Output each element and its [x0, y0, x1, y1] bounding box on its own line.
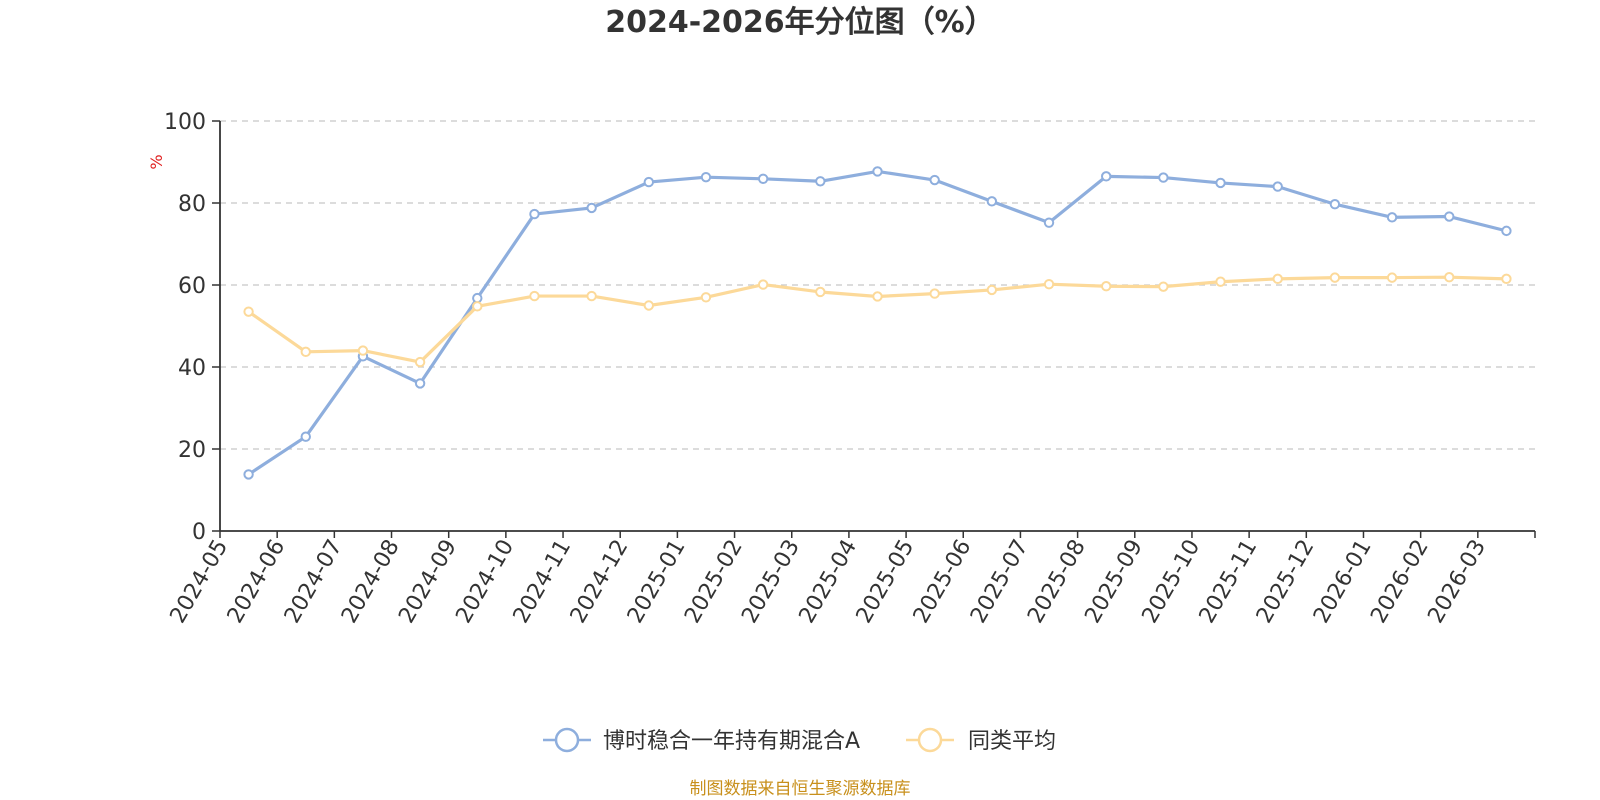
data-point [529, 208, 540, 220]
data-point [700, 171, 712, 183]
y-tick-label: 100 [164, 110, 206, 135]
data-point [815, 176, 826, 187]
legend-label: 博时稳合一年持有期混合A [603, 729, 860, 754]
data-point [472, 292, 483, 304]
data-point [1444, 211, 1455, 222]
data-point [986, 196, 998, 207]
data-point [1158, 172, 1169, 183]
data-point [986, 284, 998, 296]
data-point [472, 301, 483, 312]
data-point [1501, 273, 1512, 285]
legend: 博时稳合一年持有期混合A 同类平均 [543, 727, 1056, 754]
series-1 [243, 166, 1512, 480]
data-point [243, 469, 254, 480]
data-point [643, 300, 655, 311]
data-point [872, 291, 883, 302]
data-point [357, 345, 369, 356]
series-line [247, 275, 1507, 364]
y-tick-label: 60 [178, 274, 206, 299]
data-point [586, 290, 597, 302]
y-tick-label: 20 [178, 438, 206, 463]
data-point [414, 378, 426, 389]
data-point [1158, 281, 1169, 292]
data-point [243, 306, 254, 317]
legend-marker [917, 727, 943, 753]
legend-item-1: 博时稳合一年持有期混合A [543, 727, 860, 754]
data-point [1386, 272, 1398, 283]
y-axis-unit-label: % [147, 154, 166, 169]
data-point [1329, 272, 1341, 283]
data-point [414, 356, 426, 368]
data-point [1043, 217, 1055, 228]
legend-item-2: 同类平均 [906, 727, 1056, 754]
data-point [1386, 212, 1398, 223]
x-axis-ticks: 2024-052024-062024-072024-082024-092024-… [166, 531, 1536, 628]
data-point [300, 346, 311, 358]
data-point [757, 173, 769, 185]
data-point [586, 202, 597, 214]
axes [219, 121, 1535, 532]
chart-title: 2024-2026年分位图（%） [605, 5, 995, 40]
data-point [757, 279, 769, 290]
data-point [700, 292, 712, 303]
y-tick-label: 40 [178, 356, 206, 381]
data-point [1100, 281, 1112, 292]
data-point [529, 290, 540, 302]
y-tick-label: 0 [192, 520, 206, 545]
data-point [1215, 276, 1226, 287]
y-axis-ticks: 0 20 40 60 80 100 [164, 110, 220, 545]
series-2 [243, 272, 1512, 368]
data-point [872, 166, 883, 177]
x-tick-label: 2026-03 [1423, 536, 1491, 628]
data-point [1215, 177, 1226, 189]
data-point [300, 431, 311, 442]
data-point [929, 174, 940, 186]
data-point [1043, 278, 1055, 290]
data-point [1272, 181, 1283, 192]
data-point [1272, 273, 1283, 285]
legend-marker [554, 727, 580, 753]
legend-label: 同类平均 [968, 729, 1056, 754]
data-point [1100, 171, 1112, 182]
series-group [243, 166, 1512, 480]
data-point [643, 176, 655, 188]
data-point [1501, 225, 1512, 237]
source-note: 制图数据来自恒生聚源数据库 [690, 779, 911, 799]
data-point [1329, 199, 1341, 210]
y-tick-label: 80 [178, 192, 206, 217]
data-point [929, 288, 940, 299]
data-point [815, 286, 826, 298]
data-point [1444, 272, 1455, 283]
series-line [247, 169, 1507, 476]
